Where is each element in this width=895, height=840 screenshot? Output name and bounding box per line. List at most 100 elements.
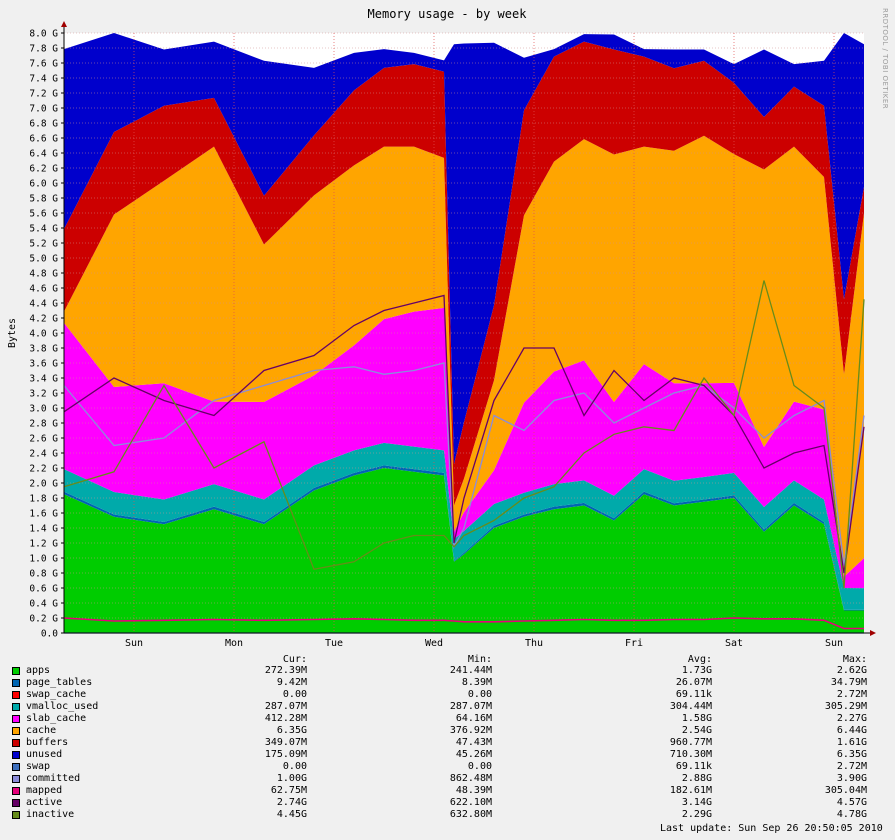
y-tick-label: 5.8 G bbox=[29, 194, 58, 205]
grid bbox=[64, 32, 864, 634]
y-tick-label: 1.2 G bbox=[29, 539, 58, 550]
legend-max: 2.27G bbox=[836, 713, 867, 724]
y-tick-label: 0.2 G bbox=[29, 614, 58, 625]
legend-cur: 0.00 bbox=[282, 689, 307, 700]
x-tick-label: Thu bbox=[525, 638, 543, 649]
y-tick-label: 2.6 G bbox=[29, 434, 58, 445]
x-tick-label: Fri bbox=[625, 638, 643, 649]
legend-name: vmalloc_used bbox=[26, 701, 99, 712]
legend-avg: 710.30M bbox=[669, 749, 712, 760]
y-tick-label: 6.8 G bbox=[29, 119, 58, 130]
x-tick-label: Sun bbox=[825, 638, 843, 649]
legend-cur: 2.74G bbox=[276, 797, 307, 808]
legend-max: 4.78G bbox=[836, 809, 867, 820]
legend-cur: 349.07M bbox=[264, 737, 307, 748]
legend-row-page-tables: page_tables 9.42M 8.39M 26.07M 34.79M bbox=[12, 677, 872, 689]
legend-avg: 304.44M bbox=[669, 701, 712, 712]
legend-avg: 2.88G bbox=[681, 773, 712, 784]
y-tick-label: 6.6 G bbox=[29, 134, 58, 145]
legend-row-inactive: inactive 4.45G 632.80M 2.29G 4.78G bbox=[12, 809, 872, 821]
legend-name: buffers bbox=[26, 737, 69, 748]
chart-title: Memory usage - by week bbox=[368, 7, 528, 21]
y-tick-label: 2.4 G bbox=[29, 449, 58, 460]
legend-row-swap-cache: swap_cache 0.00 0.00 69.11k 2.72M bbox=[12, 689, 872, 701]
legend-cur: 412.28M bbox=[264, 713, 307, 724]
y-tick-label: 7.2 G bbox=[29, 89, 58, 100]
legend-cur: 175.09M bbox=[264, 749, 307, 760]
memory-chart: Memory usage - by week Bytes 0.0 0.2 G 0.4 G… bbox=[7, 7, 876, 649]
legend-min: 376.92M bbox=[449, 725, 492, 736]
legend-row-swap: swap 0.00 0.00 69.11k 2.72M bbox=[12, 761, 872, 773]
legend-name: swap_cache bbox=[26, 689, 87, 700]
legend-min: 287.07M bbox=[449, 701, 492, 712]
legend-cur: 0.00 bbox=[282, 761, 307, 772]
y-tick-label: 4.0 G bbox=[29, 329, 58, 340]
legend-swatch bbox=[12, 811, 20, 819]
legend-header-min: Min: bbox=[467, 654, 492, 665]
legend-name: cache bbox=[26, 725, 57, 736]
y-tick-label: 0.0 bbox=[41, 629, 58, 640]
y-tick-label: 5.6 G bbox=[29, 209, 58, 220]
legend-min: 64.16M bbox=[455, 713, 492, 724]
line-mapped bbox=[63, 617, 864, 630]
rrdtool-watermark: RRDTOOL / TOBI OETIKER bbox=[881, 8, 889, 110]
area-cache bbox=[64, 135, 864, 577]
legend-swatch bbox=[12, 763, 20, 771]
legend-row-mapped: mapped 62.75M 48.39M 182.61M 305.04M bbox=[12, 785, 872, 797]
legend-row-buffers: buffers 349.07M 47.43M 960.77M 1.61G bbox=[12, 737, 872, 749]
y-tick-label: 0.6 G bbox=[29, 584, 58, 595]
legend-name: active bbox=[26, 797, 63, 808]
legend-min: 0.00 bbox=[467, 689, 492, 700]
legend-header: Cur: Min: Avg: Max: bbox=[12, 654, 872, 666]
legend-swatch bbox=[12, 715, 20, 723]
legend-header-avg: Avg: bbox=[687, 654, 712, 665]
legend-swatch bbox=[12, 775, 20, 783]
legend-name: swap bbox=[26, 761, 51, 772]
x-tick-label: Sun bbox=[125, 638, 143, 649]
legend-cur: 1.00G bbox=[276, 773, 307, 784]
y-tick-label: 3.0 G bbox=[29, 404, 58, 415]
y-tick-label: 5.2 G bbox=[29, 239, 58, 250]
legend-max: 305.29M bbox=[824, 701, 867, 712]
legend-min: 622.10M bbox=[449, 797, 492, 808]
legend-swatch bbox=[12, 667, 20, 675]
legend-min: 632.80M bbox=[449, 809, 492, 820]
y-tick-label: 0.8 G bbox=[29, 569, 58, 580]
legend-avg: 3.14G bbox=[681, 797, 712, 808]
y-tick-label: 3.2 G bbox=[29, 389, 58, 400]
legend-cur: 272.39M bbox=[264, 665, 307, 676]
area-unused bbox=[64, 33, 864, 465]
y-tick-label: 1.4 G bbox=[29, 524, 58, 535]
legend-row-cache: cache 6.35G 376.92M 2.54G 6.44G bbox=[12, 725, 872, 737]
y-tick-label: 1.6 G bbox=[29, 509, 58, 520]
y-axis-label: Bytes bbox=[7, 318, 18, 348]
y-tick-label: 4.8 G bbox=[29, 269, 58, 280]
legend-max: 2.72M bbox=[836, 689, 867, 700]
legend-cur: 287.07M bbox=[264, 701, 307, 712]
legend-header-max: Max: bbox=[842, 654, 867, 665]
legend-row-unused: unused 175.09M 45.26M 710.30M 6.35G bbox=[12, 749, 872, 761]
legend-max: 2.72M bbox=[836, 761, 867, 772]
y-tick-label: 3.6 G bbox=[29, 359, 58, 370]
area-page-tables bbox=[64, 465, 864, 611]
y-tick-label: 0.4 G bbox=[29, 599, 58, 610]
legend-max: 6.44G bbox=[836, 725, 867, 736]
legend-cur: 6.35G bbox=[276, 725, 307, 736]
legend-avg: 2.54G bbox=[681, 725, 712, 736]
legend-avg: 69.11k bbox=[675, 761, 712, 772]
legend-min: 241.44M bbox=[449, 665, 492, 676]
y-tick-label: 5.4 G bbox=[29, 224, 58, 235]
y-tick-label: 2.8 G bbox=[29, 419, 58, 430]
legend-name: committed bbox=[26, 773, 81, 784]
y-tick-label: 3.8 G bbox=[29, 344, 58, 355]
y-tick-label: 1.0 G bbox=[29, 554, 58, 565]
legend-row-slab-cache: slab_cache 412.28M 64.16M 1.58G 2.27G bbox=[12, 713, 872, 725]
y-tick-label: 2.0 G bbox=[29, 479, 58, 490]
y-tick-label: 2.2 G bbox=[29, 464, 58, 475]
legend-name: mapped bbox=[26, 785, 63, 796]
legend-name: slab_cache bbox=[26, 713, 87, 724]
legend-swatch bbox=[12, 739, 20, 747]
legend-cur: 62.75M bbox=[270, 785, 307, 796]
y-tick-label: 4.4 G bbox=[29, 299, 58, 310]
legend-swatch bbox=[12, 799, 20, 807]
